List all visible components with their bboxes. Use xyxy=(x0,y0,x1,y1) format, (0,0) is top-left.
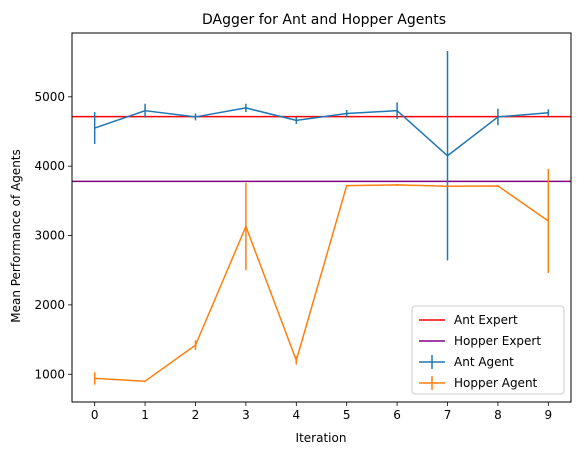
ant-agent-point xyxy=(345,112,348,115)
x-tick-label: 5 xyxy=(343,408,351,422)
ant-agent-point xyxy=(194,116,197,118)
x-tick-label: 9 xyxy=(544,408,552,422)
chart-title: DAgger for Ant and Hopper Agents xyxy=(202,12,446,28)
hopper-agent-point xyxy=(547,220,550,222)
legend-label-ant-expert: Ant Expert xyxy=(454,313,518,327)
x-tick-label: 3 xyxy=(242,408,250,422)
x-axis-label: Iteration xyxy=(296,431,347,445)
hopper-agent-point xyxy=(446,185,449,188)
x-tick-label: 1 xyxy=(141,408,149,422)
x-tick-label: 0 xyxy=(91,408,99,422)
x-tick-label: 8 xyxy=(494,408,502,422)
ant-agent-point xyxy=(547,111,550,114)
legend-label-ant-agent: Ant Agent xyxy=(454,355,514,369)
ant-agent-point xyxy=(245,107,247,109)
hopper-agent-point xyxy=(497,185,499,187)
hopper-agent-point xyxy=(345,184,348,187)
y-tick-label: 3000 xyxy=(34,229,65,243)
x-tick-label: 4 xyxy=(292,408,300,422)
legend-box xyxy=(411,305,565,395)
ant-agent-point xyxy=(93,127,96,129)
hopper-agent-point xyxy=(194,344,197,346)
hopper-agent-line xyxy=(94,184,549,382)
ant-agent-point xyxy=(497,116,499,118)
ant-agent-point xyxy=(446,154,449,157)
legend-label-hopper-expert: Hopper Expert xyxy=(454,334,541,348)
legend-label-hopper-agent: Hopper Agent xyxy=(454,376,538,390)
plot-frame xyxy=(71,32,572,403)
hopper-agent-point xyxy=(93,377,96,380)
hopper-agent-point xyxy=(295,359,298,362)
ant-agent-point xyxy=(295,119,298,122)
hopper-agent-point xyxy=(144,380,146,382)
ant-agent-line xyxy=(94,107,549,157)
hopper-agent-point xyxy=(396,184,398,186)
y-axis-label: Mean Performance of Agents xyxy=(9,149,23,323)
ant-agent-point xyxy=(144,109,146,112)
y-axis: 1000 2000 3000 4000 5000 xyxy=(34,90,72,381)
x-tick-label: 2 xyxy=(192,408,200,422)
x-tick-label: 6 xyxy=(393,408,401,422)
legend: Ant Expert Hopper Expert Ant Agent Hopper A… xyxy=(411,305,565,395)
y-tick-label: 1000 xyxy=(34,367,65,381)
y-tick-label: 2000 xyxy=(34,298,65,312)
hopper-agent-point xyxy=(245,225,247,228)
plot-area xyxy=(72,51,571,385)
y-tick-label: 5000 xyxy=(34,90,65,104)
x-tick-label: 7 xyxy=(444,408,452,422)
ant-agent-point xyxy=(396,109,398,112)
y-tick-label: 4000 xyxy=(34,159,65,173)
x-axis: 0 1 2 3 4 5 6 7 8 9 xyxy=(91,402,552,422)
